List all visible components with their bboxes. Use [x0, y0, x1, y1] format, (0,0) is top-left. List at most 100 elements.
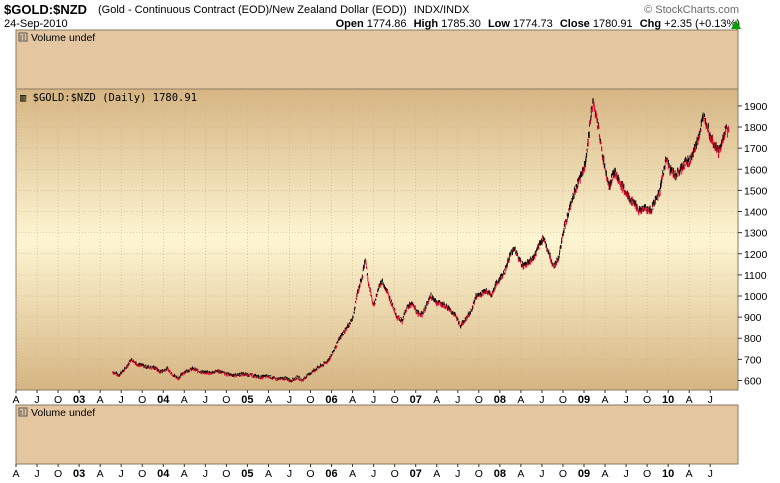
- x-tick-label: 08: [494, 394, 506, 406]
- x-tick-label: J: [539, 468, 544, 480]
- x-tick-label: A: [517, 468, 524, 480]
- x-tick-label: J: [623, 468, 628, 480]
- x-tick-label: J: [34, 468, 39, 480]
- x-tick-label: A: [686, 468, 693, 480]
- x-tick-label: 06: [325, 468, 337, 480]
- x-tick-label: O: [391, 468, 399, 480]
- x-tick-label: A: [602, 394, 609, 406]
- x-tick-label: 04: [157, 394, 170, 406]
- volume-top-label: Volume undef: [31, 32, 95, 44]
- y-tick-label: 800: [744, 333, 762, 345]
- x-tick-label: J: [119, 468, 124, 480]
- x-tick-label: A: [265, 468, 272, 480]
- x-tick-label: J: [203, 394, 208, 406]
- x-tick-label: J: [539, 394, 544, 406]
- x-tick-label: O: [138, 394, 146, 406]
- x-tick-label: J: [287, 468, 292, 480]
- x-axis-top: A J O 03 A J O 04 A J O 05 A J O 06 A J O 07 A J O 08 A J O 09 A J O 10…: [12, 390, 713, 406]
- x-tick-label: J: [287, 394, 292, 406]
- volume-panel-top: [15, 29, 739, 90]
- x-tick-label: O: [306, 394, 314, 406]
- y-tick-label: 1900: [744, 101, 768, 113]
- x-tick-label: A: [181, 394, 188, 406]
- quote-date: 24-Sep-2010: [4, 18, 68, 30]
- x-tick-label: A: [602, 468, 609, 480]
- x-tick-label: 05: [241, 468, 253, 480]
- x-tick-label: 04: [157, 468, 170, 480]
- x-tick-label: O: [559, 394, 567, 406]
- high-label: High: [413, 18, 439, 30]
- y-tick-label: 1400: [744, 207, 768, 219]
- x-tick-label: J: [708, 394, 713, 406]
- x-tick-label: 10: [662, 468, 674, 480]
- symbol-description: (Gold - Continuous Contract (EOD)/New Ze…: [98, 4, 469, 16]
- volume-bottom-toggle-icon[interactable]: [18, 407, 28, 417]
- x-tick-label: O: [138, 468, 146, 480]
- x-tick-label: A: [433, 394, 440, 406]
- chg-value: +2.35 (+0.13%): [664, 18, 740, 30]
- close-value: 1780.91: [592, 18, 633, 30]
- volume-top-toggle-icon[interactable]: [18, 32, 28, 42]
- x-tick-label: 07: [410, 468, 422, 480]
- x-tick-label: O: [54, 394, 62, 406]
- x-tick-label: O: [643, 468, 651, 480]
- x-tick-label: A: [686, 394, 693, 406]
- x-tick-label: 03: [73, 394, 85, 406]
- exchange-text: INDX/INDX: [413, 4, 470, 16]
- x-tick-label: 09: [578, 394, 590, 406]
- description-text: (Gold - Continuous Contract (EOD)/New Ze…: [98, 4, 407, 16]
- x-tick-label: 10: [662, 394, 674, 406]
- price-bars: [112, 97, 730, 383]
- y-tick-label: 1100: [744, 270, 767, 282]
- x-tick-label: O: [559, 468, 567, 480]
- x-tick-label: O: [475, 394, 483, 406]
- stockcharts-logo: © StockCharts.com: [644, 4, 739, 16]
- quote-summary: Open 1774.86 High 1785.30 Low 1774.73 Cl…: [336, 18, 740, 30]
- y-tick-label: 600: [744, 375, 762, 387]
- price-panel: [15, 88, 739, 391]
- x-tick-label: J: [708, 468, 713, 480]
- low-label: Low: [487, 18, 510, 30]
- x-tick-label: A: [181, 468, 188, 480]
- up-triangle-icon: [731, 20, 741, 29]
- x-tick-label: O: [306, 468, 314, 480]
- y-tick-label: 900: [744, 312, 762, 324]
- x-tick-label: O: [54, 468, 62, 480]
- x-tick-label: J: [623, 394, 628, 406]
- x-tick-label: A: [97, 394, 104, 406]
- x-tick-label: O: [222, 394, 230, 406]
- x-tick-label: A: [433, 468, 440, 480]
- x-tick-label: J: [119, 394, 124, 406]
- x-tick-label: 08: [494, 468, 506, 480]
- chg-arrow-shape: [731, 20, 741, 29]
- x-tick-label: J: [371, 394, 376, 406]
- chg-label: Chg: [639, 18, 662, 30]
- price-label-text: $GOLD:$NZD (Daily) 1780.91: [33, 92, 197, 104]
- y-tick-label: 1700: [744, 143, 768, 155]
- x-tick-label: A: [265, 394, 272, 406]
- x-axis-bottom: A J O 03 A J O 04 A J O 05 A J O 06 A J O 07 A J O 08 A J O 09 A J O 10…: [12, 464, 713, 480]
- high-value: 1785.30: [441, 18, 481, 30]
- open-value: 1774.86: [366, 18, 407, 30]
- x-tick-label: 06: [325, 394, 337, 406]
- low-value: 1774.73: [513, 18, 553, 30]
- x-tick-label: 05: [241, 394, 253, 406]
- x-tick-label: 07: [410, 394, 422, 406]
- y-tick-label: 1000: [744, 291, 768, 303]
- x-tick-label: 03: [73, 468, 85, 480]
- x-tick-label: A: [12, 468, 19, 480]
- open-label: Open: [335, 18, 364, 30]
- volume-bottom-label: Volume undef: [31, 407, 95, 419]
- x-tick-label: J: [455, 394, 460, 406]
- x-tick-label: A: [349, 468, 356, 480]
- x-tick-label: J: [203, 468, 208, 480]
- y-tick-label: 700: [744, 354, 762, 366]
- x-tick-label: O: [475, 468, 483, 480]
- x-tick-label: O: [391, 394, 399, 406]
- y-tick-label: 1300: [744, 228, 768, 240]
- y-tick-label: 1200: [744, 249, 768, 261]
- y-tick-label: 1800: [744, 122, 768, 134]
- x-tick-label: J: [455, 468, 460, 480]
- y-axis-labels: 600 700 800 900 1000 1100 1200 1300 1400 1500 1600…: [744, 101, 768, 388]
